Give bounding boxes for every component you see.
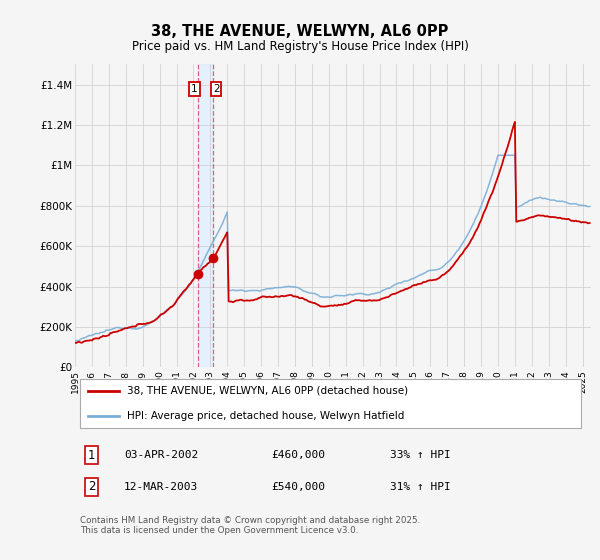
- Text: 12-MAR-2003: 12-MAR-2003: [124, 482, 198, 492]
- Text: 38, THE AVENUE, WELWYN, AL6 0PP: 38, THE AVENUE, WELWYN, AL6 0PP: [151, 24, 449, 39]
- Text: 2: 2: [213, 83, 220, 94]
- Text: 38, THE AVENUE, WELWYN, AL6 0PP (detached house): 38, THE AVENUE, WELWYN, AL6 0PP (detache…: [127, 386, 408, 396]
- FancyBboxPatch shape: [80, 379, 581, 428]
- Text: 03-APR-2002: 03-APR-2002: [124, 450, 198, 460]
- Text: 33% ↑ HPI: 33% ↑ HPI: [390, 450, 451, 460]
- Text: Price paid vs. HM Land Registry's House Price Index (HPI): Price paid vs. HM Land Registry's House …: [131, 40, 469, 53]
- Text: 1: 1: [191, 83, 198, 94]
- Text: 1: 1: [88, 449, 95, 461]
- Text: 2: 2: [88, 480, 95, 493]
- Text: Contains HM Land Registry data © Crown copyright and database right 2025.
This d: Contains HM Land Registry data © Crown c…: [80, 516, 421, 535]
- Bar: [197, 64, 213, 367]
- Text: £540,000: £540,000: [271, 482, 325, 492]
- Text: 31% ↑ HPI: 31% ↑ HPI: [390, 482, 451, 492]
- Text: £460,000: £460,000: [271, 450, 325, 460]
- Text: HPI: Average price, detached house, Welwyn Hatfield: HPI: Average price, detached house, Welw…: [127, 410, 404, 421]
